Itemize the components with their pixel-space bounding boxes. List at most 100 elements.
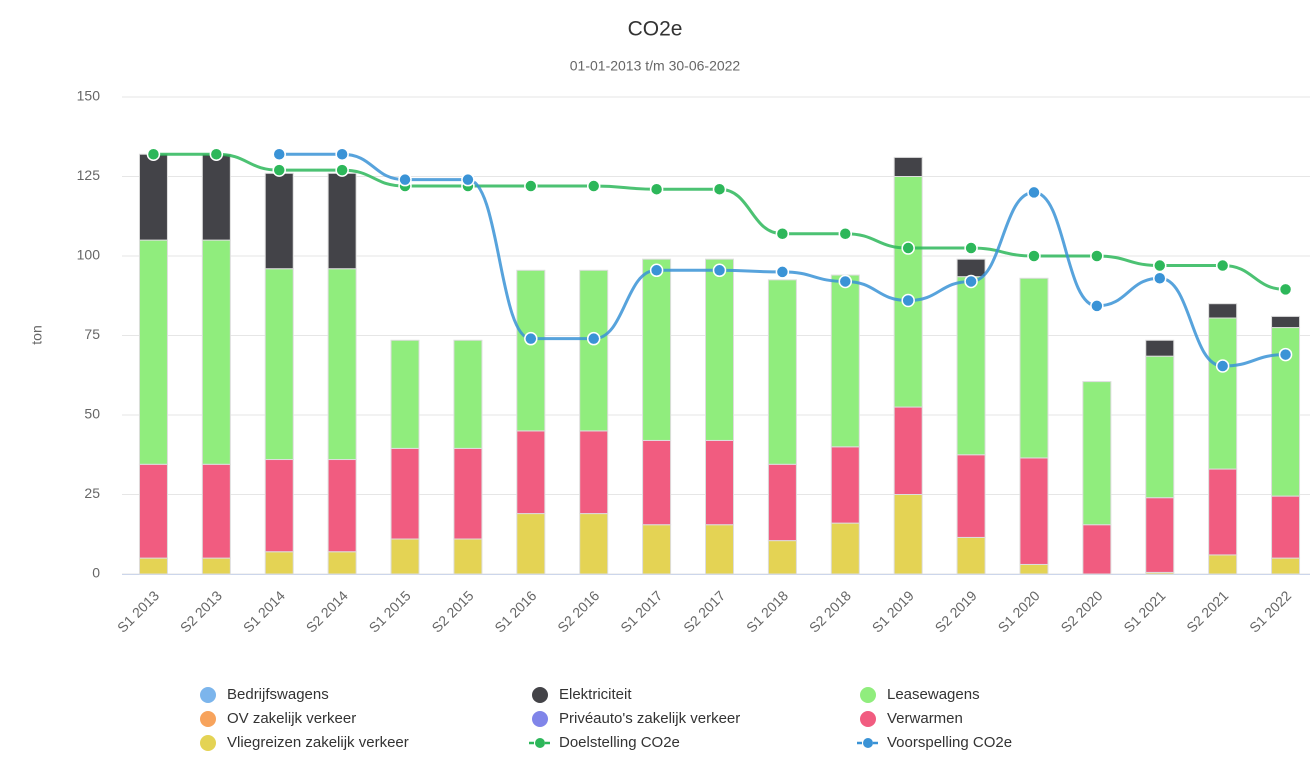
bar-segment: [1019, 457, 1049, 565]
y-tick-label: 100: [77, 247, 101, 263]
x-tick-label: S1 2019: [869, 587, 917, 635]
bar-segment: [893, 406, 923, 495]
bar-segment: [201, 557, 231, 575]
line-point: [586, 179, 601, 193]
bar-segment: [1019, 277, 1049, 459]
bar-segment: [201, 153, 231, 241]
line-point: [524, 331, 538, 346]
bar-segment: [956, 258, 986, 278]
legend-label: Elektriciteit: [559, 686, 632, 703]
legend-marker: [200, 711, 216, 727]
x-tick-label: S2 2013: [177, 587, 225, 635]
bar-segment: [390, 339, 420, 449]
bar-segment: [830, 446, 860, 524]
bar-segment: [1019, 563, 1049, 575]
bar-segment: [516, 513, 546, 575]
legend-marker: [532, 711, 548, 727]
bar-segment: [453, 339, 483, 449]
bar-segment: [893, 176, 923, 408]
bar-segment: [1082, 524, 1112, 575]
bar-segment: [1145, 355, 1175, 499]
line-point: [335, 147, 349, 161]
bar-segment: [264, 459, 294, 553]
chart-title: CO2e: [628, 18, 683, 41]
line-point: [964, 241, 978, 255]
x-tick-label: S1 2018: [743, 587, 791, 635]
bar-segment: [1208, 303, 1238, 319]
bar-segment: [767, 540, 797, 575]
legend-label: Vliegreizen zakelijk verkeer: [227, 734, 409, 751]
bar-segment: [453, 447, 483, 540]
bar-segment: [1271, 495, 1301, 559]
bar-segment: [390, 538, 420, 575]
legend-marker: [863, 738, 873, 748]
bar-segment: [138, 463, 168, 559]
bar-segment: [956, 454, 986, 538]
x-tick-label: S1 2014: [240, 587, 288, 635]
legend-label: Bedrijfswagens: [227, 686, 329, 703]
bar-segment: [1145, 497, 1175, 573]
line-point: [1090, 299, 1104, 313]
x-tick-label: S2 2018: [806, 587, 854, 635]
bar-segment: [327, 551, 357, 575]
bar-segment: [138, 239, 168, 465]
bar-segment: [264, 172, 294, 270]
x-tick-label: S1 2020: [995, 587, 1043, 635]
legend-label: Privéauto's zakelijk verkeer: [559, 710, 740, 727]
x-tick-label: S2 2016: [554, 587, 602, 635]
bar-segment: [893, 156, 923, 177]
line-point: [272, 147, 286, 161]
bar-segment: [453, 538, 483, 575]
bar-segment: [956, 276, 986, 456]
line-point: [1215, 258, 1230, 273]
bar-segment: [830, 522, 860, 575]
bar-segment: [579, 513, 609, 575]
x-tick-label: S1 2022: [1246, 587, 1294, 635]
line-point: [1027, 185, 1041, 200]
bar-segment: [201, 463, 231, 559]
y-tick-label: 0: [92, 565, 100, 581]
bar-segment: [642, 524, 672, 575]
bar-segment: [830, 274, 860, 448]
x-tick-label: S1 2013: [114, 587, 162, 635]
y-tick-label: 75: [84, 326, 100, 342]
line-point: [398, 172, 412, 187]
bar-segment: [579, 269, 609, 432]
legend-label: Verwarmen: [887, 710, 963, 727]
line-point: [712, 182, 727, 196]
line-point: [335, 163, 349, 177]
line-point: [964, 274, 978, 289]
legend-marker: [200, 687, 216, 703]
line-point: [649, 182, 664, 196]
bar-segment: [327, 268, 357, 461]
line-point: [649, 263, 664, 278]
line-point: [209, 147, 224, 161]
line-point: [524, 179, 538, 193]
y-tick-label: 50: [84, 406, 100, 422]
x-tick-label: S1 2016: [491, 587, 539, 635]
bar-segment: [1271, 315, 1301, 329]
line-point: [775, 265, 790, 279]
legend-marker: [860, 687, 876, 703]
bar-segment: [516, 269, 546, 432]
x-tick-label: S2 2019: [932, 587, 980, 635]
bar-segment: [264, 268, 294, 461]
legend-label: Doelstelling CO2e: [559, 734, 680, 751]
x-tick-label: S2 2017: [680, 587, 728, 635]
legend-label: Leasewagens: [887, 686, 980, 703]
bar-segment: [516, 430, 546, 515]
bar-segment: [327, 172, 357, 270]
line-point: [1153, 271, 1167, 286]
y-tick-label: 125: [77, 167, 101, 183]
line-point: [146, 147, 161, 161]
x-tick-label: S2 2021: [1183, 587, 1231, 635]
line-point: [775, 226, 790, 241]
line-point: [461, 172, 475, 187]
x-tick-label: S1 2015: [366, 587, 414, 635]
line-point: [1090, 249, 1104, 263]
legend-marker: [860, 711, 876, 727]
x-tick-label: S2 2015: [428, 587, 476, 635]
line-point: [586, 331, 601, 346]
line-point: [901, 293, 915, 308]
bar-segment: [1208, 554, 1238, 575]
